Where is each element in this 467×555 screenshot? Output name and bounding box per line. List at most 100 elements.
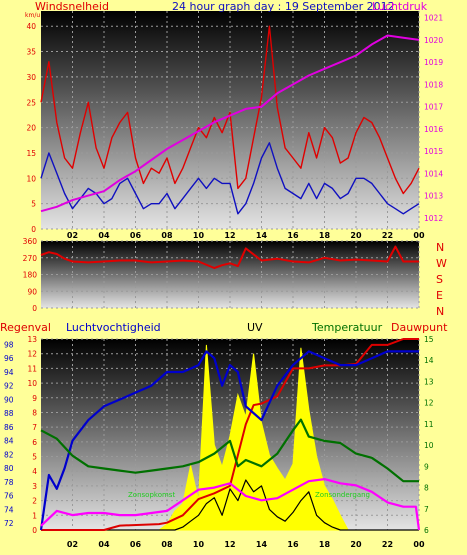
wind-y-tick: 35 [26, 48, 36, 57]
wind-direction-line [40, 245, 419, 269]
compass-label-n2: N [436, 305, 444, 318]
direction-y-tick: 270 [23, 254, 38, 263]
tick-labels: 0510152025303540101210131014101510161017… [4, 14, 443, 549]
pressure-axis-label: Luchtdruk [372, 0, 428, 13]
wind-x-tick: 10 [193, 231, 205, 240]
humidity-y-tick: 80 [4, 464, 14, 473]
temperature-y-tick: 11 [424, 420, 434, 429]
rain-y-tick: 1 [32, 511, 37, 520]
pressure-y-tick: 1017 [424, 103, 443, 112]
wind-x-tick: 14 [256, 231, 268, 240]
wind-x-tick: 22 [382, 231, 393, 240]
pressure-y-tick: 1016 [424, 125, 443, 134]
multi-x-tick: 20 [350, 540, 362, 549]
wind-x-tick: 08 [161, 231, 173, 240]
solar-area [41, 344, 419, 531]
direction-y-tick: 0 [32, 304, 37, 313]
pressure-line [40, 34, 420, 213]
wind-x-tick: 02 [67, 231, 78, 240]
wind-x-tick: 12 [224, 231, 235, 240]
pressure-y-tick: 1021 [424, 14, 443, 23]
humidity-y-tick: 96 [4, 354, 14, 363]
uv-line [41, 479, 419, 531]
humidity-y-tick: 88 [4, 409, 14, 418]
wind-y-tick: 10 [26, 174, 36, 183]
multi-x-tick: 18 [319, 540, 331, 549]
pressure-y-tick: 1014 [424, 169, 443, 178]
wind-x-tick: 16 [287, 231, 299, 240]
humidity-y-tick: 82 [4, 450, 14, 459]
wind-y-tick: 40 [26, 22, 36, 31]
wind-y-tick: 25 [26, 98, 36, 107]
wind-x-tick: 18 [319, 231, 331, 240]
rain-y-tick: 5 [32, 453, 37, 462]
chart-title: 24 hour graph day : 19 September 2012 [172, 0, 395, 13]
temperature-axis-label: Temperatuur [311, 321, 383, 334]
wind-x-tick: 20 [350, 231, 362, 240]
rain-y-tick: 10 [27, 379, 37, 388]
wind-speed-line [40, 25, 420, 195]
sunrise-annotation: Zonsopkomst [128, 491, 175, 499]
rain-y-tick: 9 [32, 394, 37, 403]
rain-y-tick: 4 [32, 467, 37, 476]
humidity-y-tick: 94 [4, 368, 14, 377]
rain-y-tick: 12 [27, 350, 37, 359]
sunset-annotation: Zonsondergang [315, 491, 370, 499]
rain-y-tick: 6 [32, 438, 37, 447]
compass-label-n1: N [436, 241, 444, 254]
dewpoint-axis-label: Dauwpunt [391, 321, 448, 334]
wind-x-tick: 06 [130, 231, 142, 240]
compass-label-e: E [436, 289, 443, 302]
humidity-y-tick: 86 [4, 423, 14, 432]
wind-y-tick: 0 [31, 225, 36, 234]
multi-x-tick: 10 [193, 540, 205, 549]
pressure-y-tick: 1020 [424, 36, 443, 45]
direction-y-tick: 360 [23, 237, 38, 246]
rain-y-tick: 7 [32, 423, 37, 432]
pressure-y-tick: 1013 [424, 192, 443, 201]
direction-y-tick: 90 [27, 287, 37, 296]
pressure-y-tick: 1012 [424, 214, 443, 223]
temperature-y-tick: 10 [424, 441, 434, 450]
chart-marks [39, 25, 421, 531]
humidity-y-tick: 74 [4, 505, 14, 514]
humidity-y-tick: 76 [4, 492, 14, 501]
humidity-line [39, 350, 419, 531]
humidity-axis-label: Luchtvochtigheid [66, 321, 161, 334]
rain-y-tick: 3 [32, 482, 37, 491]
rain-y-tick: 0 [32, 526, 37, 535]
uv-axis-label: UV [247, 321, 263, 334]
wind-y-tick: 30 [26, 73, 36, 82]
temperature-y-tick: 13 [424, 377, 434, 386]
pressure-y-tick: 1018 [424, 80, 443, 89]
multi-x-tick: 22 [382, 540, 393, 549]
multi-x-tick: 16 [287, 540, 299, 549]
multi-x-tick: 06 [130, 540, 142, 549]
wind-average-line [40, 142, 420, 215]
rain-y-tick: 8 [32, 408, 37, 417]
multi-x-tick: 00 [413, 540, 425, 549]
pressure-y-tick: 1015 [424, 147, 443, 156]
multi-x-tick: 12 [224, 540, 235, 549]
humidity-y-tick: 92 [4, 382, 14, 391]
rain-y-tick: 2 [32, 497, 37, 506]
temperature-y-tick: 14 [424, 356, 434, 365]
temperature-y-tick: 7 [424, 505, 429, 514]
rain-line [41, 338, 419, 531]
wind-y-tick: 20 [26, 124, 36, 133]
humidity-y-tick: 72 [4, 519, 14, 528]
pressure-y-tick: 1019 [424, 58, 443, 67]
compass-label-s: S [436, 273, 443, 286]
wind-axis-label: Windsnelheid [35, 0, 109, 13]
dewpoint-line [40, 478, 421, 531]
compass-label-w: W [436, 257, 447, 270]
rain-axis-label: Regenval [0, 321, 51, 334]
wind-x-tick: 00 [413, 231, 425, 240]
multi-x-tick: 02 [67, 540, 78, 549]
temperature-y-tick: 15 [424, 335, 434, 344]
temperature-y-tick: 8 [424, 484, 429, 493]
wind-y-tick: 15 [26, 149, 36, 158]
multi-x-tick: 14 [256, 540, 268, 549]
humidity-y-tick: 90 [4, 395, 14, 404]
